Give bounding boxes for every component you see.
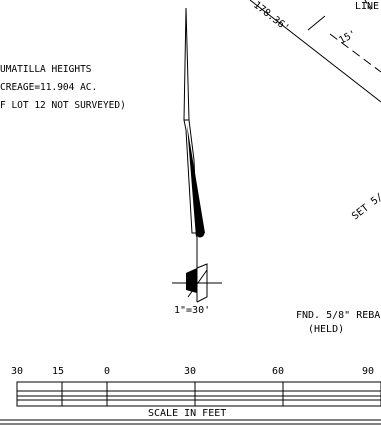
scale-bar-tick-labels: 30 15 0 30 60 90: [11, 366, 374, 377]
set-monument-label: SET 5/: [350, 191, 381, 222]
boundary-distance-label: 178.36': [251, 0, 291, 34]
found-monument-label: FND. 5/8" REBA: [296, 310, 380, 321]
north-arrow-base-solid: [186, 268, 197, 293]
property-boundary: [249, 0, 381, 103]
scale-bar-tick-label: 30: [184, 366, 196, 377]
scale-bar-tick-label: 0: [104, 366, 110, 377]
plat-note-subdivision: UMATILLA HEIGHTS: [0, 64, 92, 75]
boundary-tick: [307, 15, 326, 31]
plat-note-acreage: CREAGE=11.904 AC.: [0, 82, 97, 93]
setback-distance-label: 15': [337, 28, 358, 46]
scale-bar-tick-label: 30: [11, 366, 23, 377]
north-arrow-solid-half: [187, 125, 205, 237]
north-arrow-base-outline: [196, 263, 208, 303]
scale-bar-tick-label: 60: [272, 366, 284, 377]
setback-line: [329, 33, 381, 73]
plat-note-lot: F LOT 12 NOT SURVEYED): [0, 100, 126, 111]
north-arrow-upper-shaft: [183, 7, 190, 121]
north-arrow-base-diagonal: [187, 269, 208, 298]
scale-bar-tick-label: 90: [362, 366, 374, 377]
scale-bar: [16, 381, 381, 407]
north-arrow-point: [195, 228, 205, 238]
scale-bar-frame: [16, 381, 381, 407]
boundary-line-label: LINE: [355, 1, 379, 12]
scale-bar-caption: SCALE IN FEET: [148, 408, 226, 419]
setback-line-upper: [364, 0, 373, 13]
scale-ratio-label: 1"=30': [174, 305, 210, 316]
found-monument-held-label: (HELD): [308, 324, 344, 335]
scale-bar-tick-label: 15: [52, 366, 64, 377]
plat-note: UMATILLA HEIGHTS CREAGE=11.904 AC. F LOT…: [0, 64, 126, 111]
north-arrow: [172, 7, 222, 303]
boundary-line: [249, 0, 381, 103]
